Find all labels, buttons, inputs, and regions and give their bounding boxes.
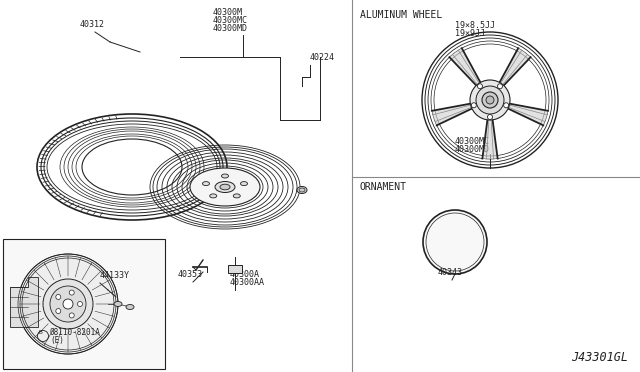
Ellipse shape — [299, 188, 305, 192]
Ellipse shape — [114, 301, 122, 307]
Polygon shape — [10, 277, 38, 327]
Text: 40353: 40353 — [178, 270, 203, 279]
Ellipse shape — [210, 194, 217, 198]
Circle shape — [56, 295, 61, 299]
Text: 40300MC: 40300MC — [455, 137, 490, 146]
Circle shape — [56, 308, 61, 314]
Text: ORNAMENT: ORNAMENT — [360, 182, 407, 192]
Text: 40312: 40312 — [80, 20, 105, 29]
Polygon shape — [432, 103, 477, 125]
Circle shape — [69, 290, 74, 295]
Ellipse shape — [126, 305, 134, 310]
Text: B: B — [38, 330, 42, 336]
Polygon shape — [497, 48, 531, 90]
Circle shape — [486, 96, 494, 104]
Circle shape — [497, 84, 502, 89]
Ellipse shape — [190, 168, 260, 206]
Polygon shape — [502, 103, 548, 125]
Circle shape — [488, 115, 493, 119]
Text: 40224: 40224 — [310, 53, 335, 62]
Bar — [228, 265, 242, 273]
Text: (E): (E) — [50, 336, 64, 345]
Text: J43301GL: J43301GL — [571, 351, 628, 364]
Text: 40343: 40343 — [438, 268, 463, 277]
Text: 44133Y: 44133Y — [100, 271, 130, 280]
Text: 08110-8201A: 08110-8201A — [50, 328, 101, 337]
Circle shape — [423, 210, 487, 274]
Text: 19×8.5JJ: 19×8.5JJ — [455, 21, 495, 30]
Ellipse shape — [297, 186, 307, 193]
Bar — [3, 239, 165, 369]
Circle shape — [77, 301, 83, 307]
Ellipse shape — [82, 139, 182, 195]
Text: 40300AA: 40300AA — [230, 278, 265, 287]
Ellipse shape — [221, 174, 228, 178]
Text: 40300MD: 40300MD — [455, 145, 490, 154]
Circle shape — [471, 103, 476, 108]
Circle shape — [470, 80, 510, 120]
Polygon shape — [483, 114, 498, 159]
Ellipse shape — [215, 182, 235, 192]
Circle shape — [504, 103, 509, 108]
Circle shape — [43, 279, 93, 329]
Text: 19×9JJ: 19×9JJ — [455, 29, 485, 38]
Ellipse shape — [202, 182, 209, 186]
Text: 40300MD: 40300MD — [213, 24, 248, 33]
Polygon shape — [449, 48, 483, 90]
Circle shape — [18, 254, 118, 354]
Text: 40300MC: 40300MC — [213, 16, 248, 25]
Ellipse shape — [220, 184, 230, 190]
Circle shape — [476, 86, 504, 114]
Ellipse shape — [233, 194, 240, 198]
Circle shape — [69, 313, 74, 318]
Circle shape — [63, 299, 73, 309]
Text: 40300M: 40300M — [213, 8, 243, 17]
Ellipse shape — [241, 182, 248, 186]
Text: 40300A: 40300A — [230, 270, 260, 279]
Text: ALUMINUM WHEEL: ALUMINUM WHEEL — [360, 10, 442, 20]
Circle shape — [50, 286, 86, 322]
Circle shape — [482, 92, 498, 108]
Circle shape — [477, 84, 483, 89]
